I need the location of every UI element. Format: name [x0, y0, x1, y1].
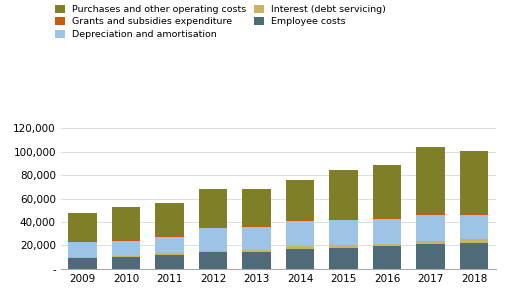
Bar: [285, 180, 314, 220]
Legend: Purchases and other operating costs, Grants and subsidies expenditure, Depreciat: Purchases and other operating costs, Gra…: [55, 5, 385, 39]
Bar: [416, 244, 444, 269]
Bar: [112, 241, 140, 256]
Bar: [68, 258, 96, 269]
Bar: [155, 237, 183, 253]
Bar: [329, 170, 357, 219]
Bar: [242, 189, 270, 226]
Bar: [372, 218, 400, 219]
Bar: [459, 214, 487, 215]
Bar: [372, 244, 400, 246]
Bar: [242, 250, 270, 252]
Bar: [372, 219, 400, 244]
Bar: [416, 241, 444, 244]
Bar: [416, 214, 444, 215]
Bar: [112, 257, 140, 269]
Bar: [242, 226, 270, 227]
Bar: [416, 147, 444, 214]
Bar: [68, 242, 96, 257]
Bar: [242, 252, 270, 269]
Bar: [285, 221, 314, 246]
Bar: [285, 220, 314, 221]
Bar: [155, 255, 183, 269]
Bar: [198, 189, 227, 228]
Bar: [416, 215, 444, 241]
Bar: [329, 248, 357, 269]
Bar: [112, 256, 140, 257]
Bar: [68, 241, 96, 242]
Bar: [329, 220, 357, 245]
Bar: [459, 243, 487, 269]
Bar: [155, 253, 183, 255]
Bar: [285, 246, 314, 249]
Bar: [68, 257, 96, 258]
Bar: [112, 240, 140, 241]
Bar: [285, 249, 314, 269]
Bar: [459, 151, 487, 214]
Bar: [329, 245, 357, 248]
Bar: [372, 246, 400, 269]
Bar: [198, 252, 227, 269]
Bar: [198, 228, 227, 251]
Bar: [459, 215, 487, 239]
Bar: [198, 251, 227, 252]
Bar: [68, 213, 96, 241]
Bar: [372, 165, 400, 218]
Bar: [155, 236, 183, 237]
Bar: [155, 203, 183, 236]
Bar: [242, 227, 270, 250]
Bar: [459, 239, 487, 243]
Bar: [112, 207, 140, 240]
Bar: [329, 219, 357, 220]
